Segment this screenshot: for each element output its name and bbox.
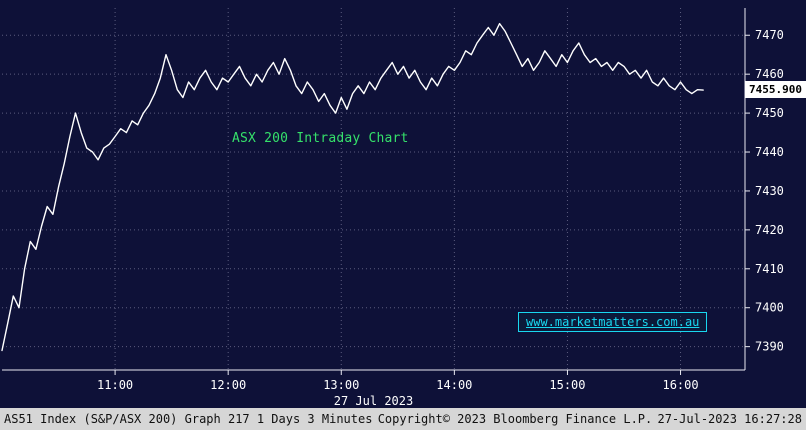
svg-text:7440: 7440	[755, 145, 784, 159]
svg-text:7430: 7430	[755, 184, 784, 198]
svg-text:7390: 7390	[755, 340, 784, 354]
svg-text:7410: 7410	[755, 262, 784, 276]
svg-text:7420: 7420	[755, 223, 784, 237]
svg-text:13:00: 13:00	[323, 378, 359, 392]
svg-text:15:00: 15:00	[549, 378, 585, 392]
svg-text:27 Jul 2023: 27 Jul 2023	[334, 394, 413, 408]
status-bar: AS51 Index (S&P/ASX 200) Graph 217 1 Day…	[0, 408, 806, 430]
security-description: AS51 Index (S&P/ASX 200) Graph 217 1 Day…	[4, 412, 373, 426]
svg-text:11:00: 11:00	[97, 378, 133, 392]
timestamp: 27-Jul-2023 16:27:28	[657, 412, 802, 426]
svg-text:14:00: 14:00	[436, 378, 472, 392]
svg-text:7400: 7400	[755, 301, 784, 315]
intraday-line-chart: 7390 7400 7410 7420 7430 7440 7450 7460 7470 11:0…	[1, 8, 784, 408]
svg-text:7470: 7470	[755, 28, 784, 42]
svg-text:16:00: 16:00	[662, 378, 698, 392]
copyright-text: Copyright© 2023 Bloomberg Finance L.P.	[377, 412, 653, 426]
chart-title-annotation: ASX 200 Intraday Chart	[232, 131, 409, 146]
svg-text:12:00: 12:00	[210, 378, 246, 392]
marketmatters-link[interactable]: www.marketmatters.com.au	[518, 312, 708, 332]
last-price-label: 7455.900	[745, 81, 806, 99]
svg-text:7450: 7450	[755, 106, 784, 120]
svg-text:7460: 7460	[755, 67, 784, 81]
